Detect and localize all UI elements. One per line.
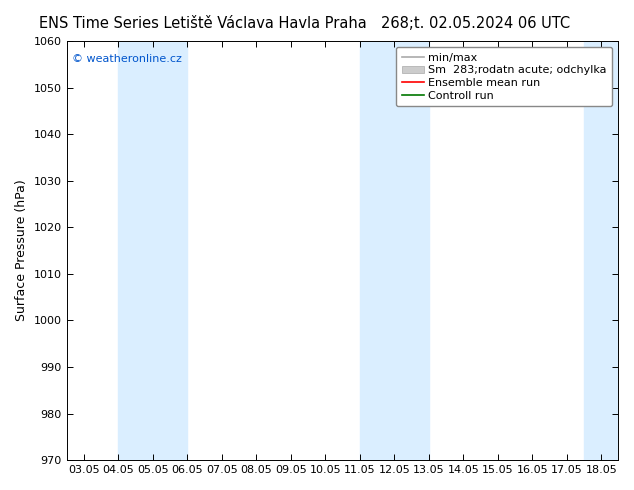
Legend: min/max, Sm  283;rodatn acute; odchylka, Ensemble mean run, Controll run: min/max, Sm 283;rodatn acute; odchylka, … xyxy=(396,47,612,106)
Bar xyxy=(584,41,619,460)
Text: ENS Time Series Letiště Václava Havla Praha: ENS Time Series Letiště Václava Havla Pr… xyxy=(39,16,366,31)
Bar xyxy=(119,41,187,460)
Title: ENS Time Series Letiště Václava Havla Praha          268;t. 02.05.2024 06 UTC: ENS Time Series Letiště Václava Havla Pr… xyxy=(0,489,1,490)
Bar xyxy=(359,41,429,460)
Text: © weatheronline.cz: © weatheronline.cz xyxy=(72,53,182,64)
Y-axis label: Surface Pressure (hPa): Surface Pressure (hPa) xyxy=(15,180,28,321)
Text: 268;t. 02.05.2024 06 UTC: 268;t. 02.05.2024 06 UTC xyxy=(381,16,570,31)
